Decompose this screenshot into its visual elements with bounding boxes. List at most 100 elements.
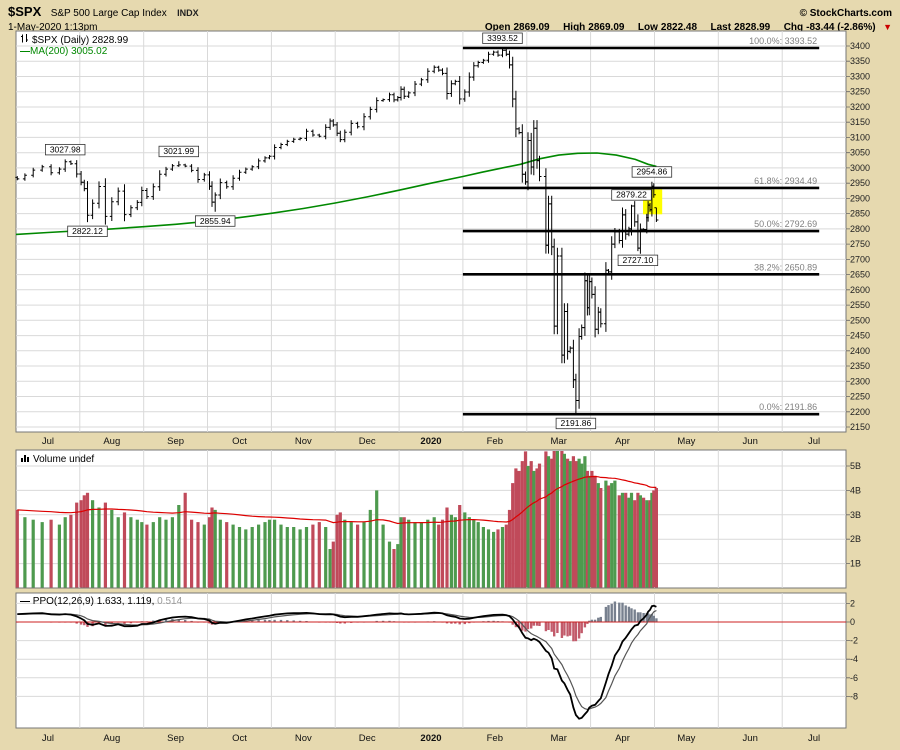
ppo-hist-bar: [580, 622, 583, 634]
x-axis-label: Oct: [232, 436, 247, 447]
svg-text:2879.22: 2879.22: [616, 190, 647, 200]
ppo-panel: [15, 592, 847, 729]
ppo-hist-bar: [627, 606, 631, 622]
ohlc-bar: [374, 97, 379, 113]
ppo-hist-bar: [560, 622, 564, 638]
volume-bar: [504, 524, 508, 588]
volume-bar: [546, 456, 551, 588]
volume-bar: [335, 514, 339, 588]
x-axis-label: May: [677, 436, 695, 447]
volume-bar: [481, 527, 485, 588]
open-label: Open: [484, 22, 511, 33]
ohlc-bar: [598, 308, 603, 328]
volume-bar: [399, 517, 403, 588]
symbol-title-group: $SPX S&P 500 Large Cap Index INDX: [8, 3, 199, 21]
volume-bar: [472, 519, 476, 588]
ppo-hist-bar: [521, 622, 524, 631]
ohlc-bar: [406, 91, 411, 98]
volume-bar: [613, 480, 617, 588]
ppo-hist-bar: [445, 622, 449, 624]
ppo-hist-bar: [530, 622, 533, 629]
volume-bar: [69, 514, 73, 588]
volume-bar: [577, 458, 581, 588]
ppo-hist-bar: [556, 622, 559, 633]
volume-bar: [279, 524, 283, 588]
ppo-hist-bar: [75, 622, 78, 624]
volume-bar: [517, 470, 521, 588]
ohlc-bar: [381, 98, 386, 102]
ohlc-bar: [15, 176, 20, 181]
ohlc-bar: [135, 200, 140, 211]
svg-text:2954.86: 2954.86: [637, 167, 668, 177]
volume-bar: [97, 507, 101, 588]
price-annotation: 2191.86: [555, 417, 597, 430]
volume-bar: [560, 451, 564, 588]
price-annotation: 2879.22: [611, 189, 652, 201]
ohlc-bar: [651, 183, 656, 198]
y-axis-label: 1B: [850, 559, 861, 569]
ohlc-bar: [272, 144, 277, 160]
volume-bar: [571, 456, 575, 588]
volume-bar: [311, 524, 315, 588]
volume-bar: [636, 492, 640, 588]
ppo-hist-bar: [590, 619, 594, 622]
y-axis-label: 2300: [850, 376, 870, 386]
ohlc-bar: [183, 163, 188, 168]
ppo-hist-value: 0.514: [157, 596, 183, 607]
ppo-hist-bar: [569, 622, 572, 636]
volume-bar: [648, 500, 652, 588]
y-axis-label: 2700: [850, 254, 870, 264]
ohlc-bar: [654, 207, 659, 222]
volume-bar: [583, 456, 587, 588]
ppo-hist-bar: [577, 622, 581, 639]
volume-bar: [362, 522, 366, 588]
ppo-hist-bar: [381, 620, 385, 622]
ppo-hist-bar: [454, 622, 457, 624]
volume-bar: [31, 519, 35, 588]
x-axis-label: Feb: [487, 436, 503, 447]
ppo-hist-bar: [517, 622, 521, 629]
x-axis-label: Jun: [743, 733, 758, 744]
ppo-hist-bar: [458, 622, 461, 625]
x-axis-label: Oct: [232, 733, 247, 744]
ohlc-bar: [31, 167, 36, 178]
ppo-hist-bar: [463, 622, 466, 625]
volume-bar: [122, 512, 127, 588]
volume-icon: [20, 453, 30, 467]
volume-bar: [164, 519, 168, 588]
fib-label: 38.2%: 2650.89: [754, 262, 817, 272]
ohlc-bar: [413, 81, 417, 97]
index-name: S&P 500 Large Cap Index: [50, 8, 167, 19]
ohlc-bar: [392, 92, 396, 103]
price-annotation: 2822.12: [67, 225, 108, 238]
ppo-hist-bar: [123, 622, 126, 624]
volume-ma-line: [17, 475, 657, 525]
ppo-hist-bar: [553, 622, 556, 637]
ohlc-bar: [213, 192, 218, 212]
volume-bar: [562, 453, 566, 588]
ppo-hist-bar: [335, 622, 339, 623]
ohlc-bar: [157, 170, 162, 191]
volume-bar: [170, 517, 174, 588]
price-annotation: 3027.98: [45, 143, 86, 156]
volume-bar: [458, 505, 462, 588]
volume-bar: [642, 497, 646, 588]
y-axis-label: 2950: [850, 178, 870, 188]
ppo-hist-bar: [604, 606, 608, 622]
ppo-hist-bar: [645, 612, 648, 622]
ohlc-bar: [555, 247, 560, 335]
ohlc-bar: [425, 68, 430, 83]
ohlc-bar: [164, 166, 168, 177]
volume-bar: [407, 519, 411, 588]
ohlc-bar: [196, 167, 200, 183]
volume-bar: [463, 512, 467, 588]
volume-bar: [467, 517, 471, 588]
ohlc-bar: [144, 188, 149, 199]
ohlc-bar: [63, 159, 68, 172]
volume-bar: [158, 517, 162, 588]
x-axis-labels: Jul Jul Aug Aug Sep Sep Oct Oct Nov Nov Dec Dec 2020…: [42, 436, 820, 744]
ma200: [15, 152, 657, 236]
ppo-hist-bar: [257, 619, 260, 622]
volume-bar: [263, 522, 267, 588]
